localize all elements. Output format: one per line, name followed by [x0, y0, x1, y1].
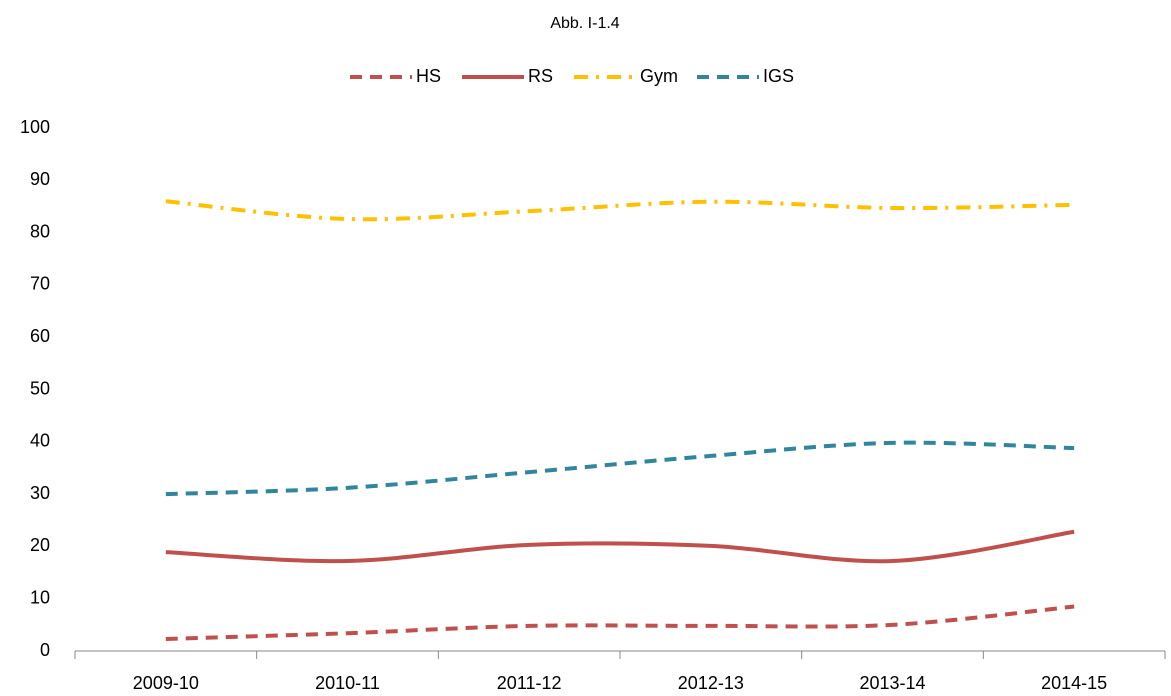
y-tick-label: 80 — [30, 221, 50, 241]
y-tick-label: 50 — [30, 378, 50, 398]
series-line — [165, 529, 1075, 564]
y-tick-label: 60 — [30, 326, 50, 346]
y-tick-label: 70 — [30, 274, 50, 294]
y-tick-label: 0 — [40, 640, 50, 660]
chart-title: Abb. I-1.4 — [550, 15, 619, 32]
y-tick-label: 20 — [30, 535, 50, 555]
legend-label: IGS — [763, 66, 794, 86]
y-tick-label: 40 — [30, 431, 50, 451]
x-tick-label: 2013-14 — [859, 673, 925, 693]
y-tick-label: 90 — [30, 169, 50, 189]
legend-label: HS — [416, 66, 441, 86]
y-tick-label: 100 — [20, 117, 50, 137]
series-line — [165, 199, 1075, 222]
series-line — [165, 440, 1075, 497]
legend-label: RS — [528, 66, 553, 86]
x-tick-label: 2011-12 — [497, 673, 562, 693]
x-tick-label: 2012-13 — [678, 673, 744, 693]
y-tick-label: 30 — [30, 483, 50, 503]
x-tick-label: 2010-11 — [315, 673, 380, 693]
x-tick-label: 2014-15 — [1041, 673, 1107, 693]
x-tick-label: 2009-10 — [133, 673, 199, 693]
series-line — [165, 604, 1075, 641]
y-tick-label: 10 — [30, 587, 50, 607]
legend-label: Gym — [640, 66, 678, 86]
